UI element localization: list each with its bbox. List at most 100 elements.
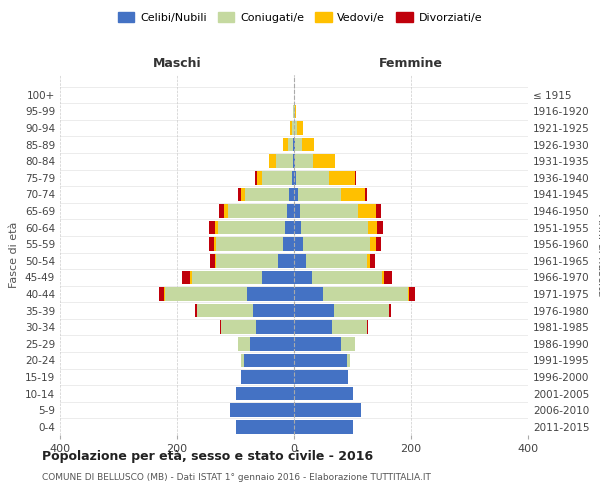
- Bar: [383, 270, 392, 284]
- Bar: [294, 204, 300, 218]
- Bar: [230, 404, 294, 417]
- Bar: [216, 254, 278, 268]
- Bar: [190, 270, 191, 284]
- Bar: [229, 204, 287, 218]
- Bar: [294, 287, 323, 301]
- Bar: [301, 221, 368, 234]
- Bar: [294, 238, 303, 251]
- Bar: [295, 154, 313, 168]
- Bar: [247, 287, 294, 301]
- Bar: [296, 171, 329, 184]
- Bar: [294, 386, 353, 400]
- Bar: [224, 204, 229, 218]
- Bar: [241, 354, 244, 367]
- Bar: [377, 221, 383, 234]
- Bar: [287, 138, 293, 151]
- Bar: [194, 304, 197, 318]
- Bar: [235, 420, 294, 434]
- Bar: [285, 221, 294, 234]
- Bar: [262, 171, 292, 184]
- Bar: [294, 154, 295, 168]
- Bar: [262, 270, 294, 284]
- Bar: [211, 254, 215, 268]
- Bar: [241, 370, 294, 384]
- Text: Femmine: Femmine: [379, 57, 443, 70]
- Bar: [367, 320, 368, 334]
- Bar: [216, 238, 283, 251]
- Bar: [323, 287, 408, 301]
- Bar: [256, 320, 294, 334]
- Bar: [220, 320, 221, 334]
- Bar: [219, 204, 224, 218]
- Bar: [294, 270, 311, 284]
- Bar: [166, 287, 247, 301]
- Bar: [244, 354, 294, 367]
- Bar: [409, 287, 415, 301]
- Bar: [294, 320, 332, 334]
- Bar: [368, 221, 377, 234]
- Bar: [245, 188, 289, 201]
- Bar: [294, 171, 296, 184]
- Bar: [376, 238, 380, 251]
- Bar: [294, 337, 341, 350]
- Bar: [218, 221, 285, 234]
- Bar: [221, 320, 256, 334]
- Bar: [256, 171, 257, 184]
- Bar: [302, 138, 314, 151]
- Bar: [297, 122, 303, 135]
- Bar: [329, 171, 355, 184]
- Legend: Celibi/Nubili, Coniugati/e, Vedovi/e, Divorziati/e: Celibi/Nubili, Coniugati/e, Vedovi/e, Di…: [113, 8, 487, 28]
- Text: COMUNE DI BELLUSCO (MB) - Dati ISTAT 1° gennaio 2016 - Elaborazione TUTTITALIA.I: COMUNE DI BELLUSCO (MB) - Dati ISTAT 1° …: [42, 472, 431, 482]
- Bar: [253, 304, 294, 318]
- Bar: [294, 304, 334, 318]
- Bar: [290, 122, 292, 135]
- Bar: [215, 254, 216, 268]
- Bar: [355, 171, 356, 184]
- Bar: [269, 154, 277, 168]
- Bar: [341, 337, 355, 350]
- Bar: [182, 270, 190, 284]
- Bar: [214, 238, 216, 251]
- Y-axis label: Fasce di età: Fasce di età: [10, 222, 19, 288]
- Bar: [295, 104, 296, 118]
- Text: Popolazione per età, sesso e stato civile - 2016: Popolazione per età, sesso e stato civil…: [42, 450, 373, 463]
- Bar: [332, 320, 367, 334]
- Bar: [191, 270, 262, 284]
- Bar: [347, 354, 350, 367]
- Bar: [370, 254, 375, 268]
- Bar: [294, 188, 298, 201]
- Bar: [164, 287, 166, 301]
- Bar: [292, 171, 294, 184]
- Bar: [298, 188, 341, 201]
- Bar: [341, 188, 365, 201]
- Bar: [241, 188, 245, 201]
- Bar: [311, 270, 382, 284]
- Bar: [334, 304, 389, 318]
- Bar: [257, 171, 262, 184]
- Bar: [283, 238, 294, 251]
- Bar: [300, 204, 358, 218]
- Bar: [303, 238, 370, 251]
- Bar: [197, 304, 253, 318]
- Bar: [289, 188, 294, 201]
- Bar: [287, 204, 294, 218]
- Bar: [292, 122, 294, 135]
- Bar: [367, 254, 370, 268]
- Bar: [160, 287, 164, 301]
- Bar: [293, 154, 294, 168]
- Bar: [283, 138, 287, 151]
- Bar: [294, 420, 353, 434]
- Bar: [408, 287, 409, 301]
- Bar: [215, 221, 218, 234]
- Bar: [294, 254, 306, 268]
- Bar: [235, 386, 294, 400]
- Bar: [250, 337, 294, 350]
- Bar: [376, 204, 380, 218]
- Bar: [370, 238, 376, 251]
- Bar: [294, 370, 348, 384]
- Bar: [238, 188, 241, 201]
- Bar: [209, 238, 214, 251]
- Bar: [294, 122, 297, 135]
- Bar: [294, 354, 347, 367]
- Bar: [382, 270, 383, 284]
